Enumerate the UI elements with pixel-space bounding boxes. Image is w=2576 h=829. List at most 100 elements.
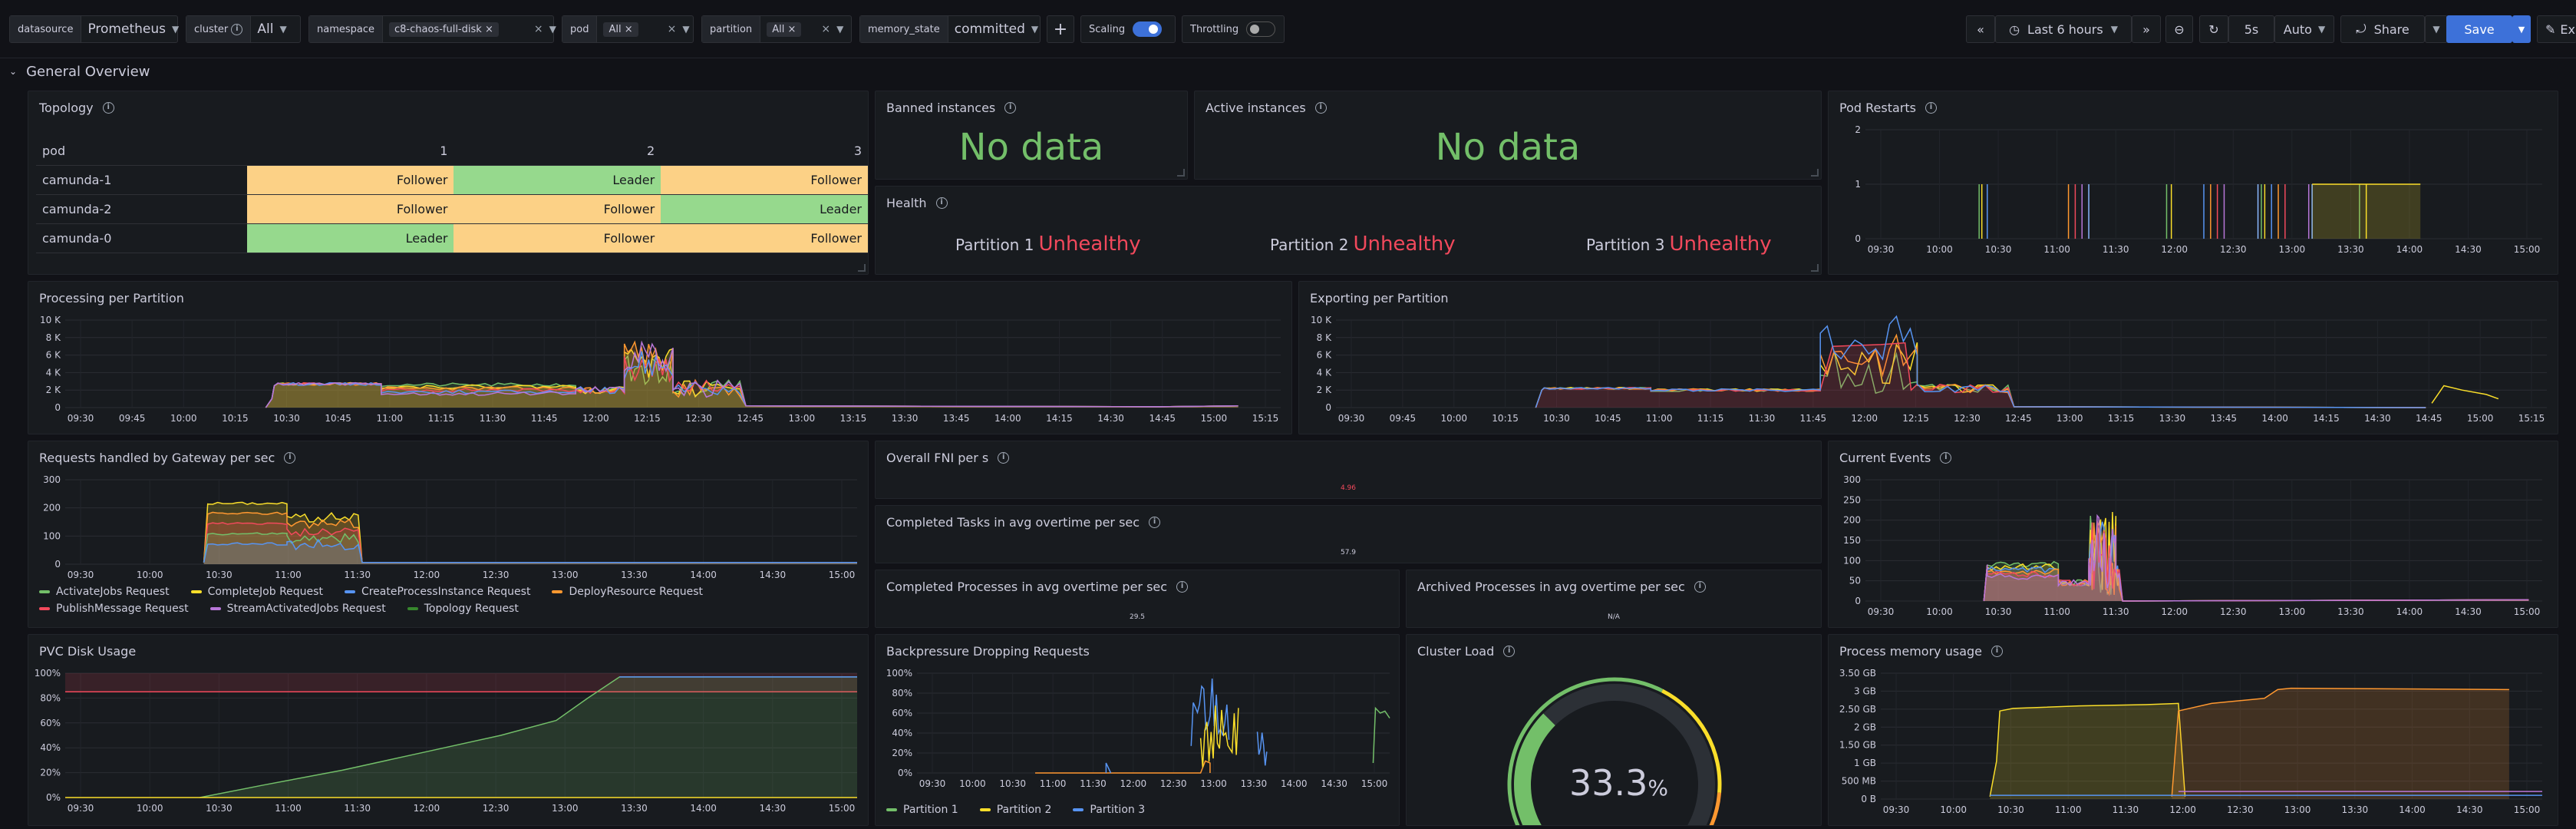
time-back-button[interactable]: « [1966,15,1995,43]
refresh-button[interactable]: ↻ [2199,15,2228,43]
info-icon[interactable]: i [1503,646,1516,657]
variable-pod[interactable]: pod All × × ▼ [562,15,694,43]
panel-backpressure[interactable]: Backpressure Dropping Requests 0% 20% 40% 6… [875,634,1400,826]
refresh-interval[interactable]: 5s [2228,15,2274,43]
add-filter-button[interactable]: + [1047,15,1074,43]
clear-icon[interactable]: × [533,23,543,35]
panel-active-instances[interactable]: Active instances i No data [1194,91,1822,180]
edit-button[interactable]: ✎ Ex [2537,15,2576,43]
panel-topology[interactable]: Topology i pod 1 2 3 camunda-1 Follower Leader… [28,91,869,275]
info-icon[interactable]: i [1004,102,1017,114]
requests-series [203,522,857,563]
info-icon[interactable]: i [1925,102,1937,114]
info-icon[interactable]: i [998,452,1010,464]
share-menu-button[interactable]: ▼ [2425,15,2448,43]
variable-memory-state[interactable]: memory_state committed ▼ [859,15,1041,43]
panel-cluster-load[interactable]: Cluster Load i 33.3% [1406,634,1822,826]
info-icon[interactable]: i [1314,102,1327,114]
processing-chart[interactable]: 0 2 K 4 K 6 K 8 K 10 K 09:30 09:45 10:00 10:15 10:… [28,312,1292,434]
variable-chip[interactable]: All × [603,21,638,37]
legend-item[interactable]: Partition 1 [886,804,958,816]
toggle-off-icon[interactable] [1246,21,1276,37]
variable-partition[interactable]: partition All × × ▼ [701,15,852,43]
pvc-chart[interactable]: 0% 20% 40% 60% 80% 100% 09:30 10:00 10:30 11:00 11… [28,666,869,826]
save-button[interactable]: Save [2446,15,2512,43]
legend-item[interactable]: DeployResource Request [552,586,703,598]
legend-item[interactable]: CompleteJob Request [190,586,323,598]
refresh-mode-select[interactable]: Auto ▼ [2274,15,2334,43]
requests-chart[interactable]: 0 100 200 300 09:30 10:00 10:30 11:00 11:30 12:00… [28,472,869,580]
panel-current-events[interactable]: Current Events i 0 50 100 150 200 250 300 09:30 1… [1828,441,2558,628]
column-header[interactable]: 2 [454,137,661,166]
column-header[interactable]: 3 [661,137,868,166]
info-icon[interactable]: i [1694,581,1706,593]
legend-item[interactable]: Topology Request [407,603,519,615]
info-icon[interactable]: i [1940,452,1952,464]
share-button[interactable]: ⤾ Share [2340,15,2425,43]
legend-item[interactable]: Partition 2 [979,804,1051,816]
resize-handle[interactable] [1811,264,1819,272]
resize-handle[interactable] [1811,169,1819,177]
variable-chip[interactable]: c8-chaos-full-disk × [389,21,499,37]
variable-cluster[interactable]: cluster i All ▼ [186,15,301,43]
y-tick-label: 200 [43,503,61,514]
pod-restarts-chart[interactable]: 0 1 2 09:30 10:00 10:30 11:00 11:30 12:00 12:30 13… [1829,122,2558,275]
info-icon[interactable]: i [1176,581,1189,593]
resize-handle[interactable] [1177,169,1185,177]
panel-requests-gateway[interactable]: Requests handled by Gateway per sec i 0 10… [28,441,869,628]
panel-archived-processes[interactable]: Archived Processes in avg overtime per s… [1406,570,1822,628]
memory-chart[interactable]: 0 B 500 MB 1 GB 1.50 GB 2 GB 2.50 GB 3 GB 3.50 … [1829,666,2558,826]
close-icon[interactable]: × [624,23,633,35]
exporting-chart[interactable]: 0 2 K 4 K 6 K 8 K 10 K 09:30 09:45 10:00 10:15 10:… [1299,312,2558,434]
column-header[interactable]: pod [36,137,247,166]
panel-completed-tasks[interactable]: Completed Tasks in avg overtime per sec i… [875,505,1822,563]
zoom-out-button[interactable]: ⊖ [2165,15,2193,43]
time-picker[interactable]: ◷ Last 6 hours ▼ [1995,15,2132,43]
variable-namespace[interactable]: namespace c8-chaos-full-disk × × ▼ [308,15,556,43]
y-tick-label: 3 GB [1854,685,1876,696]
info-icon[interactable]: i [1149,517,1161,528]
variable-label: namespace [309,16,384,42]
y-tick-label: 6 K [46,350,61,361]
legend-item[interactable]: PublishMessage Request [39,603,189,615]
panel-pod-restarts[interactable]: Pod Restarts i 0 1 2 09:30 10:00 10:30 11:00 11:… [1828,91,2558,275]
info-icon[interactable]: i [1991,646,2003,657]
clear-icon[interactable]: × [821,23,831,35]
scaling-toggle[interactable]: Scaling [1080,15,1176,43]
save-menu-button[interactable]: ▼ [2512,15,2531,43]
column-header[interactable]: 1 [246,137,454,166]
x-tick-label: 11:00 [376,413,403,424]
close-icon[interactable]: × [484,23,493,35]
panel-completed-processes[interactable]: Completed Processes in avg overtime per … [875,570,1400,628]
variable-chip[interactable]: All × [767,21,802,37]
current-events-chart[interactable]: 0 50 100 150 200 250 300 09:30 10:00 10:30 11:00 11… [1829,472,2558,628]
clear-icon[interactable]: × [667,23,677,35]
info-icon[interactable]: i [935,197,948,209]
x-tick-label: 13:00 [2284,804,2311,815]
variable-datasource[interactable]: datasource Prometheus ▼ [9,15,179,43]
legend-label: PublishMessage Request [56,603,189,615]
panel-process-memory[interactable]: Process memory usage i 0 B 500 MB 1 GB 1.50 … [1828,634,2558,826]
info-icon[interactable]: i [284,452,296,464]
close-icon[interactable]: × [787,23,797,35]
legend-item[interactable]: ActivateJobs Request [39,586,170,598]
legend-item[interactable]: Partition 3 [1073,804,1145,816]
legend-item[interactable]: StreamActivatedJobs Request [209,603,386,615]
legend-item[interactable]: CreateProcessInstance Request [344,586,530,598]
y-tick-label: 80% [892,688,912,699]
panel-banned-instances[interactable]: Banned instances i No data [875,91,1188,180]
panel-pvc-disk-usage[interactable]: PVC Disk Usage 0% 20% 40% 60% 80% 100% 09:30 10… [28,634,869,826]
panel-processing-per-partition[interactable]: Processing per Partition 0 2 K 4 K 6 K 8 K 10… [28,281,1292,434]
panel-exporting-per-partition[interactable]: Exporting per Partition 0 2 K 4 K 6 K 8 K 10 … [1298,281,2558,434]
panel-health[interactable]: Health i Partition 1 Unhealthy Partition 2… [875,186,1822,275]
backpressure-chart[interactable]: 0% 20% 40% 60% 80% 100% 09:30 10:00 10:30 11:00 11… [876,666,1400,802]
info-icon[interactable]: i [102,102,114,114]
row-header[interactable]: ⌄ General Overview [9,61,150,81]
x-tick-label: 14:30 [1097,413,1124,424]
legend-swatch-icon [39,607,50,610]
resize-handle[interactable] [858,264,866,272]
throttling-toggle[interactable]: Throttling [1182,15,1285,43]
toggle-on-icon[interactable] [1133,21,1163,37]
time-forward-button[interactable]: » [2132,15,2161,43]
